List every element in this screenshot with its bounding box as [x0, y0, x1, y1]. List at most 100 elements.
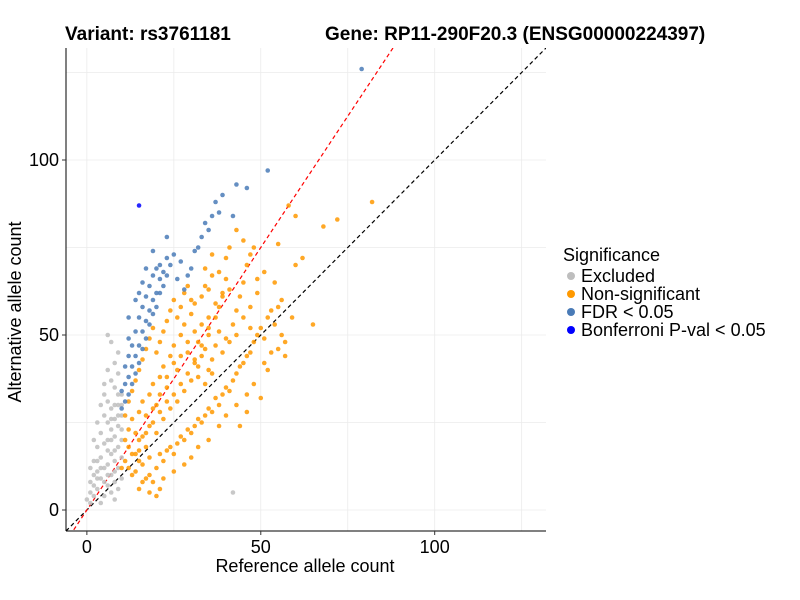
data-point	[112, 385, 117, 390]
data-point	[143, 476, 149, 481]
data-point	[268, 308, 274, 313]
legend-item: Excluded	[563, 266, 766, 286]
legend: Significance Excluded Non-significant FDR …	[563, 245, 766, 340]
data-point	[122, 364, 128, 369]
data-point	[126, 465, 131, 471]
data-point	[136, 409, 142, 415]
data-point	[202, 266, 208, 271]
data-point	[234, 308, 239, 313]
data-point	[161, 269, 166, 275]
data-point	[188, 266, 194, 271]
data-point	[150, 248, 156, 254]
data-point	[133, 451, 138, 457]
data-point	[98, 500, 104, 506]
legend-dot-icon	[567, 326, 575, 334]
data-point	[188, 297, 194, 303]
data-point	[91, 437, 97, 443]
data-point	[143, 336, 149, 341]
data-point	[161, 476, 166, 481]
data-point	[185, 339, 191, 345]
data-point	[140, 346, 145, 352]
data-point	[268, 350, 274, 355]
data-point	[216, 329, 222, 334]
data-point	[369, 199, 375, 205]
data-point	[216, 269, 222, 275]
data-point	[234, 227, 239, 233]
data-point	[108, 378, 114, 383]
data-point	[95, 458, 100, 464]
data-point	[213, 395, 218, 401]
data-point	[129, 381, 135, 387]
data-point	[199, 343, 204, 348]
data-point	[161, 329, 166, 334]
data-point	[143, 318, 149, 324]
data-point	[234, 332, 239, 338]
data-point	[192, 248, 197, 254]
data-point	[181, 388, 187, 394]
axes: 0 50 100 0 50 100	[29, 48, 546, 557]
data-point	[119, 455, 124, 460]
data-point	[195, 444, 201, 450]
data-point	[178, 304, 184, 310]
data-point	[255, 290, 260, 296]
data-point	[168, 308, 173, 313]
data-point	[248, 252, 253, 257]
data-point	[112, 448, 117, 453]
data-point	[293, 213, 298, 219]
series-bonferroni-p-val-0-05	[136, 203, 142, 208]
data-point	[140, 479, 145, 485]
data-point	[105, 448, 111, 453]
data-point	[171, 343, 177, 348]
data-point	[258, 325, 264, 331]
data-point	[185, 427, 191, 432]
data-point	[213, 301, 218, 306]
data-point	[216, 402, 222, 408]
data-point	[105, 437, 111, 443]
data-point	[175, 367, 180, 373]
data-point	[119, 392, 124, 397]
data-point	[234, 371, 239, 376]
data-point	[147, 283, 152, 289]
data-point	[251, 381, 257, 387]
legend-title: Significance	[563, 245, 661, 265]
data-point	[108, 406, 114, 411]
data-point	[115, 465, 121, 471]
data-point	[164, 318, 170, 324]
data-point	[115, 402, 121, 408]
data-point	[126, 399, 131, 404]
data-point	[227, 339, 232, 345]
data-point	[98, 402, 104, 408]
data-point	[286, 203, 291, 208]
data-point	[178, 353, 184, 359]
data-point	[161, 364, 166, 369]
data-point	[140, 399, 145, 404]
data-point	[275, 241, 281, 247]
data-point	[321, 224, 326, 229]
data-point	[105, 483, 111, 488]
data-point	[248, 325, 253, 331]
data-point	[168, 262, 173, 268]
data-point	[133, 469, 138, 474]
data-point	[112, 360, 117, 366]
data-point	[223, 276, 229, 282]
data-point	[154, 304, 159, 310]
reference-line-identity	[66, 48, 546, 531]
data-point	[171, 360, 177, 366]
data-point	[171, 252, 177, 257]
data-point	[206, 367, 211, 373]
data-point	[150, 273, 156, 278]
data-point	[206, 332, 211, 338]
data-point	[154, 493, 159, 499]
data-point	[244, 262, 250, 268]
data-point	[147, 490, 152, 495]
data-point	[98, 476, 104, 481]
data-point	[161, 416, 166, 422]
data-point	[115, 444, 121, 450]
data-point	[181, 462, 187, 467]
data-point	[150, 311, 156, 317]
data-point	[199, 420, 204, 425]
data-point	[122, 458, 128, 464]
data-point	[359, 66, 364, 72]
data-point	[126, 444, 131, 450]
